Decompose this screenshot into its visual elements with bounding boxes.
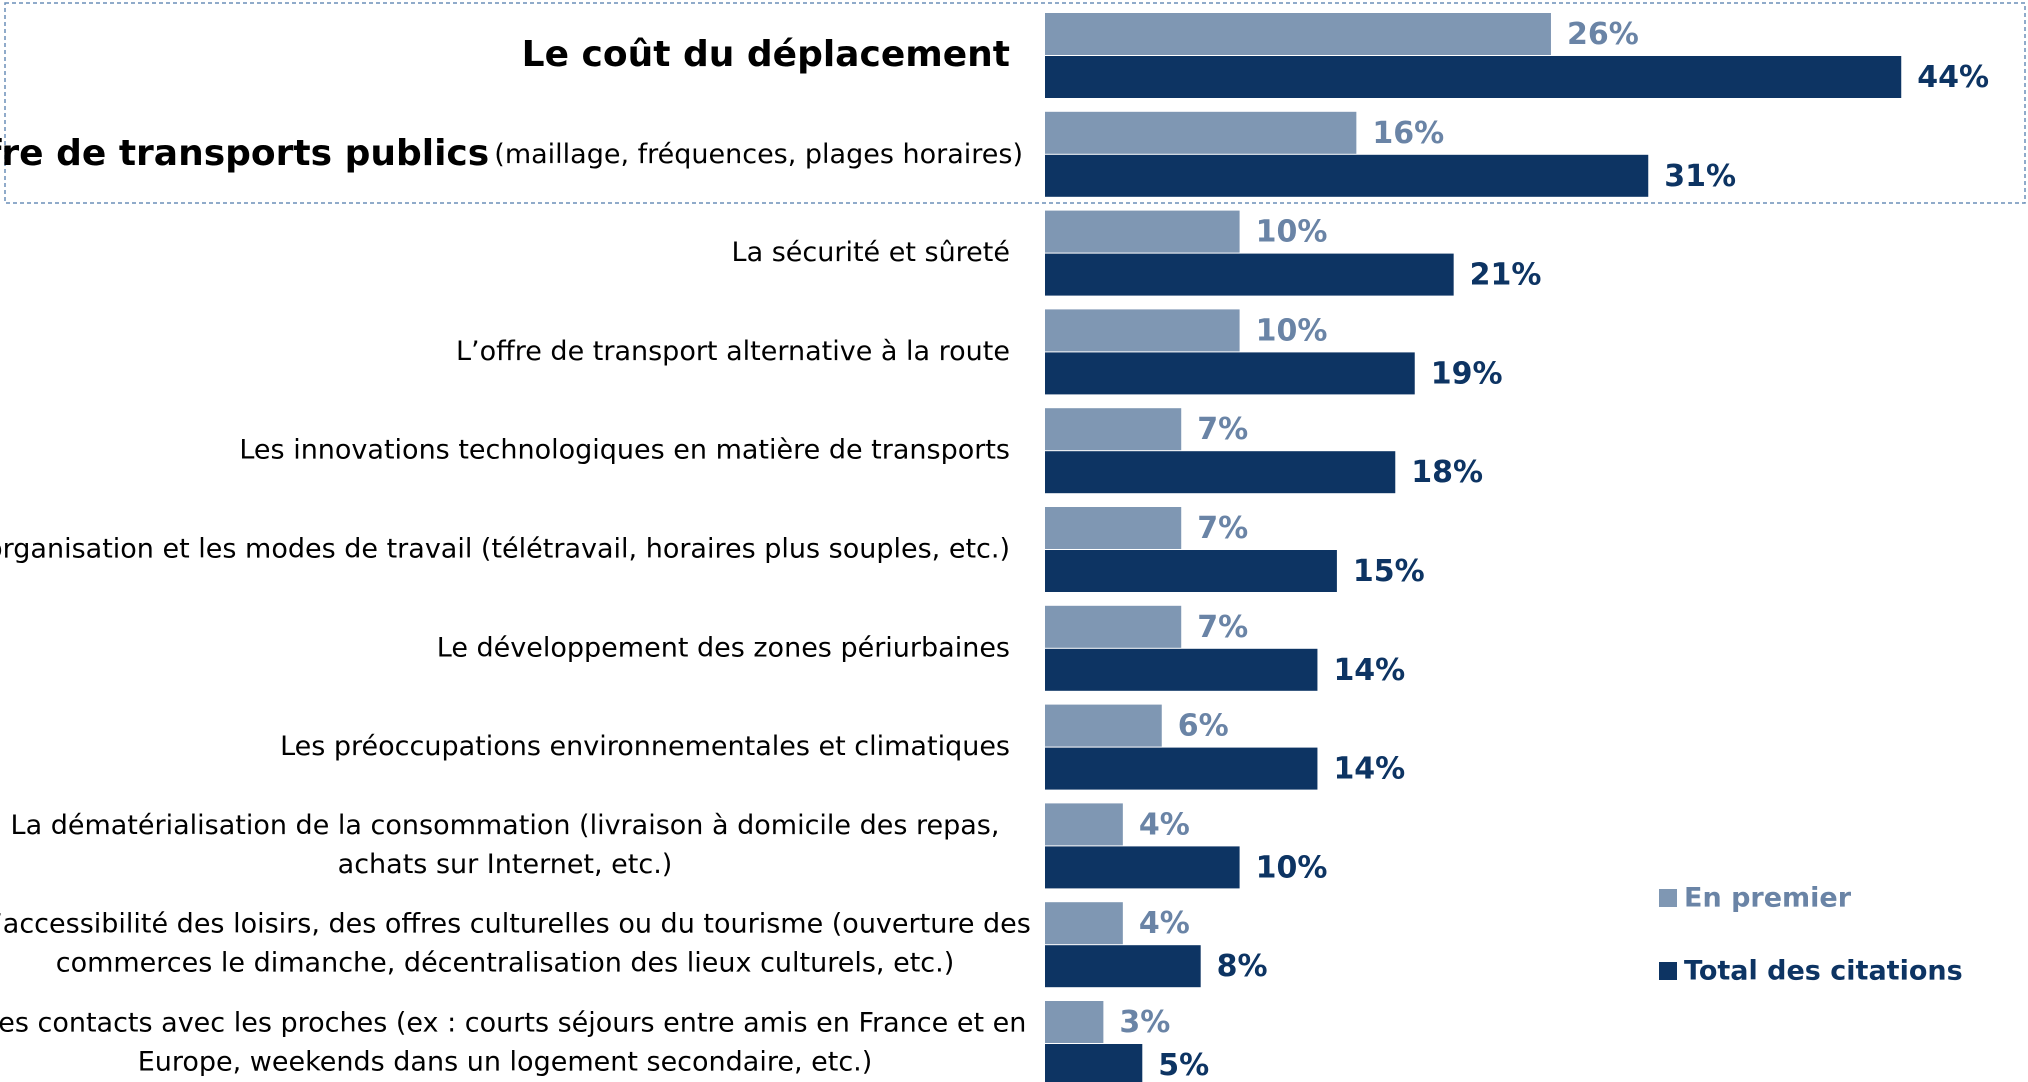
value-label: 10% <box>1256 215 1328 250</box>
value-label: 18% <box>1411 455 1483 490</box>
value-label: 15% <box>1353 554 1425 589</box>
bar <box>1045 605 1182 648</box>
category-label: La dématérialisation de la consommation … <box>11 810 1000 841</box>
category-label: L’offre de transport alternative à la ro… <box>456 336 1010 367</box>
value-label: 26% <box>1567 17 1639 52</box>
category-label: Les innovations technologiques en matièr… <box>239 435 1010 466</box>
bar <box>1045 408 1182 451</box>
category-label: Les préoccupations environnementales et … <box>280 731 1010 762</box>
category-label: L’accessibilité des loisirs, des offres … <box>0 909 1031 940</box>
category-label-detail: (maillage, fréquences, plages horaires) <box>494 138 1023 169</box>
highlight-box <box>4 2 2026 204</box>
bar <box>1045 1001 1104 1043</box>
category-label: L’offre de transports publics (maillage,… <box>0 133 1023 174</box>
bar <box>1045 945 1201 988</box>
bar <box>1045 507 1182 549</box>
category-label-bold: L’offre de transports publics <box>0 133 489 174</box>
bar <box>1045 803 1123 846</box>
value-label: 7% <box>1197 610 1248 645</box>
category-label: Les contacts avec les proches (ex : cour… <box>0 1008 1026 1039</box>
value-label: 7% <box>1197 412 1248 447</box>
bar <box>1045 210 1240 253</box>
value-label: 16% <box>1372 116 1444 151</box>
value-label: 3% <box>1119 1005 1170 1040</box>
value-label: 14% <box>1333 653 1405 688</box>
category-label: achats sur Internet, etc.) <box>338 849 673 880</box>
bar <box>1045 648 1318 691</box>
value-label: 19% <box>1431 356 1503 391</box>
value-label: 4% <box>1139 807 1190 842</box>
value-label: 10% <box>1256 850 1328 885</box>
category-label: L’organisation et les modes de travail (… <box>0 534 1010 565</box>
value-label: 31% <box>1664 159 1736 194</box>
bar <box>1045 111 1357 154</box>
category-label: Le coût du déplacement <box>522 34 1010 75</box>
bar <box>1045 550 1337 592</box>
bar <box>1045 13 1551 55</box>
category-label: commerces le dimanche, décentralisation … <box>56 948 955 979</box>
value-label: 21% <box>1470 258 1542 293</box>
bar <box>1045 902 1123 945</box>
bar <box>1045 154 1649 197</box>
legend-swatch <box>1659 962 1677 980</box>
bar <box>1045 846 1240 889</box>
bar <box>1045 352 1415 395</box>
bar <box>1045 451 1396 494</box>
value-label: 14% <box>1333 752 1405 787</box>
bar <box>1045 747 1318 790</box>
legend-swatch <box>1659 889 1677 907</box>
value-label: 10% <box>1256 313 1328 348</box>
value-label: 6% <box>1178 709 1229 744</box>
bar <box>1045 704 1162 747</box>
category-label: Europe, weekends dans un logement second… <box>138 1047 873 1078</box>
bar <box>1045 309 1240 352</box>
value-label: 44% <box>1917 60 1989 95</box>
category-label-bold: Le coût du déplacement <box>522 34 1010 75</box>
bar <box>1045 1044 1143 1082</box>
value-label: 4% <box>1139 906 1190 941</box>
category-label: La sécurité et sûreté <box>732 237 1010 268</box>
bar <box>1045 253 1454 296</box>
legend-label: Total des citations <box>1684 956 1963 987</box>
value-label: 5% <box>1158 1048 1209 1082</box>
value-label: 7% <box>1197 511 1248 546</box>
legend-label: En premier <box>1684 883 1852 914</box>
bar <box>1045 56 1902 98</box>
category-label: Le développement des zones périurbaines <box>437 632 1010 663</box>
value-label: 8% <box>1217 949 1268 984</box>
